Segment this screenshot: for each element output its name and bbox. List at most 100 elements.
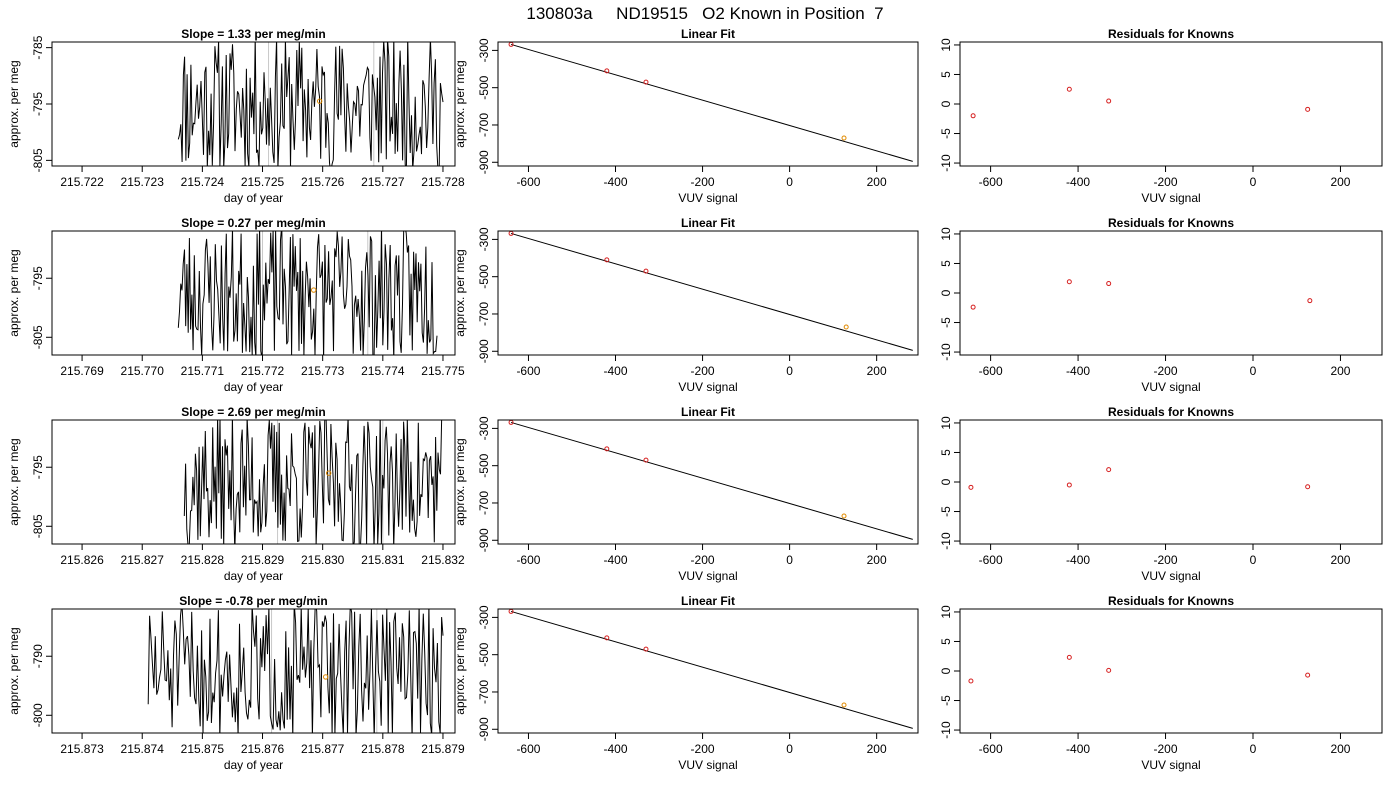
- y-axis-label: approx. per meg: [7, 627, 21, 714]
- y-axis-label: approx. per meg: [7, 60, 21, 147]
- residual-point: [1106, 467, 1112, 473]
- resid-panel-row4: Residuals for Knowns -600 -400 -200 0 200 10 5 0…: [939, 594, 1383, 772]
- plot-area: [508, 420, 913, 540]
- plot-frame: [959, 419, 1383, 545]
- data-point: [643, 79, 649, 85]
- y-tick-label: -5: [939, 506, 953, 517]
- y-tick-label: 0: [939, 100, 953, 107]
- x-tick-label: -200: [691, 364, 715, 378]
- residual-point: [1066, 279, 1072, 285]
- y-tick-label: -5: [939, 317, 953, 328]
- x-axis-label: VUV signal: [1141, 758, 1200, 772]
- page-title: 130803a ND19515 O2 Known in Position 7: [526, 4, 883, 23]
- y-tick-label: -700: [477, 302, 491, 326]
- y-tick-label: -5: [939, 128, 953, 139]
- x-tick-label: -600: [979, 553, 1003, 567]
- data-point: [604, 635, 610, 641]
- y-tick-label: 5: [939, 71, 953, 78]
- x-tick-label: 215.725: [241, 175, 285, 189]
- plot-area: [177, 231, 438, 355]
- x-tick-label: 215.769: [60, 364, 104, 378]
- x-tick-label: 215.726: [301, 175, 345, 189]
- plot-frame: [959, 230, 1383, 356]
- plot-area: [508, 42, 913, 162]
- x-tick-label: 215.722: [60, 175, 104, 189]
- resid-panel-row2: Residuals for Knowns -600 -400 -200 0 200 10 5 0…: [939, 216, 1383, 394]
- y-tick-label: -795: [31, 455, 45, 479]
- x-axis-label: VUV signal: [678, 569, 737, 583]
- x-tick-label: -400: [603, 553, 627, 567]
- x-tick-label: 200: [867, 364, 887, 378]
- x-tick-label: 215.771: [181, 364, 225, 378]
- residual-point: [968, 678, 974, 684]
- y-tick-label: -5: [939, 695, 953, 706]
- y-tick-label: -300: [477, 605, 491, 629]
- x-tick-label: 215.774: [361, 364, 405, 378]
- x-tick-label: -200: [1154, 175, 1178, 189]
- resid-panel-row1: Residuals for Knowns -600 -400 -200 0 200 10 5 0…: [939, 27, 1383, 205]
- x-axis-label: day of year: [224, 380, 283, 394]
- y-tick-label: -900: [477, 528, 491, 552]
- y-tick-label: -10: [939, 532, 953, 550]
- fit-line: [510, 421, 913, 540]
- known-marker: [322, 674, 329, 680]
- x-tick-label: 215.724: [181, 175, 225, 189]
- x-tick-label: -400: [1066, 553, 1090, 567]
- x-tick-label: 215.831: [361, 553, 405, 567]
- y-tick-label: 0: [939, 289, 953, 296]
- fit-panel-row1: Linear Fit -600 -400 -200 0 200 -300 -500 -700 -9…: [453, 27, 919, 205]
- y-tick-label: -500: [477, 642, 491, 666]
- x-axis-label: VUV signal: [678, 380, 737, 394]
- x-tick-label: -200: [691, 742, 715, 756]
- known-marker: [325, 470, 332, 476]
- x-axis-label: VUV signal: [1141, 191, 1200, 205]
- x-tick-label: 0: [1250, 553, 1257, 567]
- y-tick-label: -790: [31, 644, 45, 668]
- fit-line: [510, 232, 913, 351]
- x-tick-label: -600: [979, 175, 1003, 189]
- y-tick-label: -10: [939, 343, 953, 361]
- residual-point: [1106, 98, 1112, 104]
- x-tick-label: -200: [691, 175, 715, 189]
- y-tick-label: -700: [477, 113, 491, 137]
- plot-area: [177, 42, 444, 166]
- y-tick-label: -300: [477, 227, 491, 251]
- signal-trace: [177, 231, 438, 355]
- y-tick-label: 5: [939, 638, 953, 645]
- x-axis-label: day of year: [224, 191, 283, 205]
- panel-title: Residuals for Knowns: [1108, 405, 1234, 419]
- plot-frame: [497, 419, 919, 545]
- y-tick-label: -10: [939, 154, 953, 172]
- panel-title: Linear Fit: [681, 405, 735, 419]
- plot-frame: [51, 608, 456, 734]
- data-point: [643, 268, 649, 274]
- y-tick-label: 5: [939, 449, 953, 456]
- y-tick-label: 10: [939, 227, 953, 241]
- x-axis-label: day of year: [224, 758, 283, 772]
- plot-area: [968, 654, 1311, 684]
- data-point: [643, 646, 649, 652]
- known-point: [841, 513, 847, 519]
- y-tick-label: -805: [31, 148, 45, 172]
- x-tick-label: -600: [516, 175, 540, 189]
- plot-frame: [497, 230, 919, 356]
- x-axis-label: VUV signal: [678, 758, 737, 772]
- y-axis-label: approx. per meg: [453, 60, 467, 147]
- x-tick-label: 215.775: [421, 364, 465, 378]
- y-tick-label: -900: [477, 339, 491, 363]
- x-tick-label: 200: [1330, 364, 1350, 378]
- residual-point: [1305, 106, 1311, 112]
- residual-point: [1305, 484, 1311, 490]
- residual-point: [1305, 672, 1311, 678]
- y-axis-label: approx. per meg: [7, 438, 21, 525]
- known-point: [843, 324, 849, 330]
- known-marker: [310, 287, 317, 293]
- plot-area: [508, 609, 913, 729]
- panel-title: Residuals for Knowns: [1108, 594, 1234, 608]
- plot-frame: [51, 419, 456, 545]
- y-tick-label: 10: [939, 38, 953, 52]
- x-tick-label: 215.875: [181, 742, 225, 756]
- x-tick-label: 0: [1250, 742, 1257, 756]
- x-tick-label: 200: [867, 553, 887, 567]
